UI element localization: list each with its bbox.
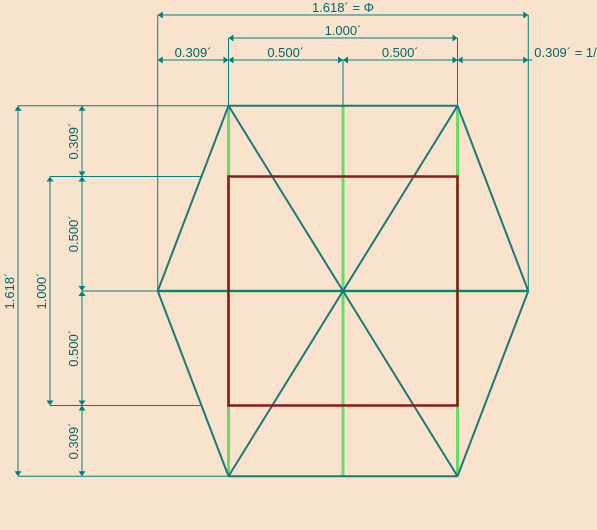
dim-label: 0.309´ xyxy=(66,422,81,459)
dim-label: 0.309´ xyxy=(175,45,212,60)
dim-label: 1.618´ = Φ xyxy=(312,0,374,15)
dim-label: 0.500´ xyxy=(382,45,419,60)
hexagon-edge xyxy=(458,291,529,476)
dim-label: 0.500´ xyxy=(66,215,81,252)
dim-label: 1.618´ xyxy=(2,273,17,310)
dim-label: 0.500´ xyxy=(267,45,304,60)
dim-label: 0.309´ xyxy=(66,123,81,160)
hexagon-edge xyxy=(458,106,529,291)
dim-label: 1.000´ xyxy=(34,273,49,310)
dim-label: 0.309´ = 1/2Φ xyxy=(534,45,597,60)
dim-label: 1.000´ xyxy=(325,23,362,38)
hexagon-edge xyxy=(158,291,229,476)
hexagon-edge xyxy=(158,106,229,291)
dim-label: 0.500´ xyxy=(66,330,81,367)
diagram-svg: 1.618´ = Φ 1.000´ 0.309´ 0.500´ 0.500´ 0.309´… xyxy=(0,0,597,530)
